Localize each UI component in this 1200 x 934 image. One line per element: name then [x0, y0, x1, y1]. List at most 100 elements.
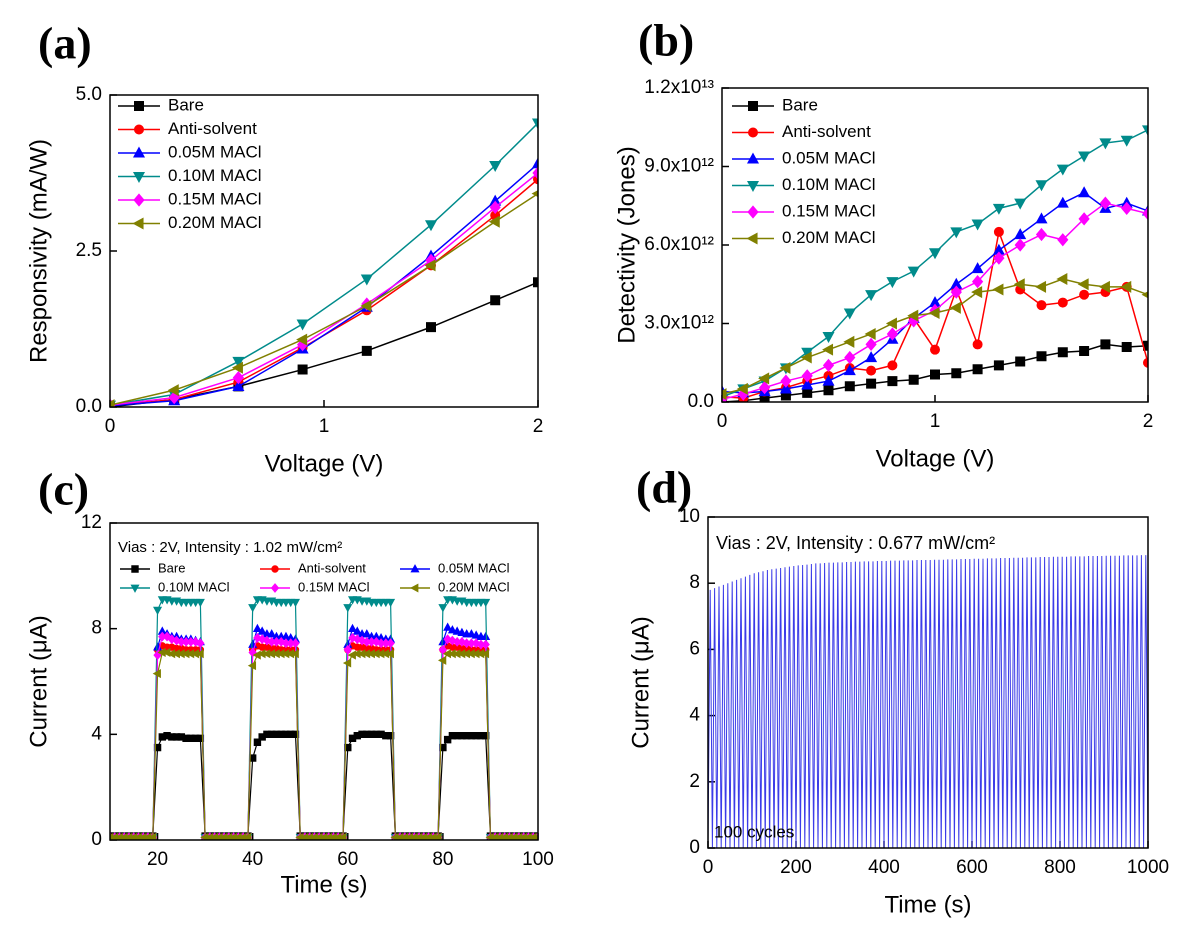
marker: [779, 361, 791, 375]
legend-label: 0.10M MACl: [782, 175, 876, 194]
marker: [352, 626, 362, 635]
marker: [1078, 212, 1090, 226]
marker: [758, 372, 770, 385]
x-tick-label: 20: [147, 849, 168, 870]
marker: [1035, 180, 1048, 192]
series-line: [110, 733, 538, 837]
plot-area: [708, 555, 1148, 848]
annotation: Vias : 2V, Intensity : 1.02 mW/cm²: [118, 539, 342, 556]
marker: [1014, 198, 1027, 210]
marker: [780, 374, 792, 388]
marker: [489, 160, 502, 172]
marker: [362, 629, 372, 638]
y-tick-label: 8: [689, 572, 700, 593]
y-tick-label: 9.0x10¹²: [644, 156, 714, 177]
marker: [844, 381, 855, 392]
marker: [747, 205, 759, 219]
marker: [152, 669, 161, 679]
x-axis-label: Voltage (V): [265, 450, 384, 477]
x-tick-label: 0: [105, 416, 116, 437]
marker: [195, 598, 205, 608]
marker: [248, 604, 258, 613]
marker: [252, 623, 262, 633]
series-line: [722, 129, 1148, 398]
marker: [424, 220, 438, 232]
marker: [971, 262, 984, 274]
legend-label: 0.15M MACl: [782, 201, 876, 220]
marker: [865, 351, 878, 363]
marker: [438, 636, 448, 646]
y-tick-label: 0: [689, 837, 700, 858]
legend-label: Bare: [782, 95, 818, 114]
y-tick-label: 2: [689, 771, 700, 792]
marker: [1057, 347, 1068, 358]
marker: [822, 358, 835, 372]
marker: [481, 598, 491, 608]
marker: [296, 319, 309, 331]
marker: [1078, 151, 1091, 163]
y-tick-label: 1.2x10¹³: [644, 77, 714, 98]
marker: [844, 350, 856, 365]
marker: [864, 327, 876, 340]
marker: [167, 384, 179, 397]
marker: [823, 385, 834, 396]
panel: (a) 0 1 2 0.0 2.5 5.0 Voltage (V) Responsivity (…: [25, 18, 543, 478]
marker: [928, 248, 942, 260]
marker: [134, 124, 144, 135]
marker: [531, 157, 538, 169]
legend-label: Anti-solvent: [168, 119, 257, 138]
marker: [162, 631, 172, 642]
x-tick-label: 2: [1143, 411, 1154, 432]
marker: [361, 345, 372, 356]
marker: [1120, 280, 1132, 293]
y-tick-label: 0.0: [76, 396, 102, 417]
marker: [1141, 125, 1148, 137]
marker: [748, 101, 758, 111]
series-line: [110, 122, 538, 406]
marker: [1013, 278, 1025, 291]
y-tick-label: 0: [91, 829, 102, 850]
marker: [248, 647, 257, 658]
marker: [1035, 227, 1048, 242]
marker: [992, 283, 1004, 296]
marker: [410, 564, 420, 573]
marker: [822, 343, 834, 356]
marker: [950, 285, 962, 299]
y-tick-label: 6: [689, 638, 700, 659]
marker: [133, 193, 145, 207]
x-axis-label: Time (s): [280, 871, 367, 898]
panel: (d) 0 200 400 600 800 1000 0 2 4 6 8 10 Time (s) Curre…: [627, 462, 1169, 919]
marker: [972, 364, 983, 375]
marker: [1079, 289, 1090, 300]
marker: [949, 301, 961, 314]
y-tick-label: 6.0x10¹²: [644, 234, 714, 255]
y-axis-label: Detectivity (Jones): [613, 146, 640, 343]
legend-label: 0.05M MACl: [168, 142, 262, 161]
x-tick-label: 600: [956, 857, 988, 878]
plot-area: [110, 118, 538, 407]
marker: [1077, 278, 1089, 291]
marker: [153, 606, 163, 616]
y-tick-label: 4: [91, 723, 102, 744]
marker: [971, 286, 983, 299]
marker: [290, 649, 299, 659]
marker: [490, 295, 501, 306]
panel-label: (b): [638, 15, 694, 66]
marker: [993, 251, 1005, 265]
marker: [722, 388, 727, 401]
panel-label: (c): [38, 464, 89, 515]
marker: [1057, 233, 1069, 247]
marker: [443, 622, 453, 631]
y-tick-label: 12: [81, 512, 102, 533]
x-tick-label: 200: [780, 857, 812, 878]
marker: [1099, 138, 1112, 150]
marker: [1120, 135, 1133, 147]
marker: [472, 638, 481, 649]
plot-area: [722, 125, 1148, 402]
x-tick-label: 40: [242, 849, 263, 870]
marker: [992, 203, 1005, 215]
series-line: [708, 555, 1148, 848]
marker: [172, 635, 181, 646]
marker: [971, 275, 984, 289]
